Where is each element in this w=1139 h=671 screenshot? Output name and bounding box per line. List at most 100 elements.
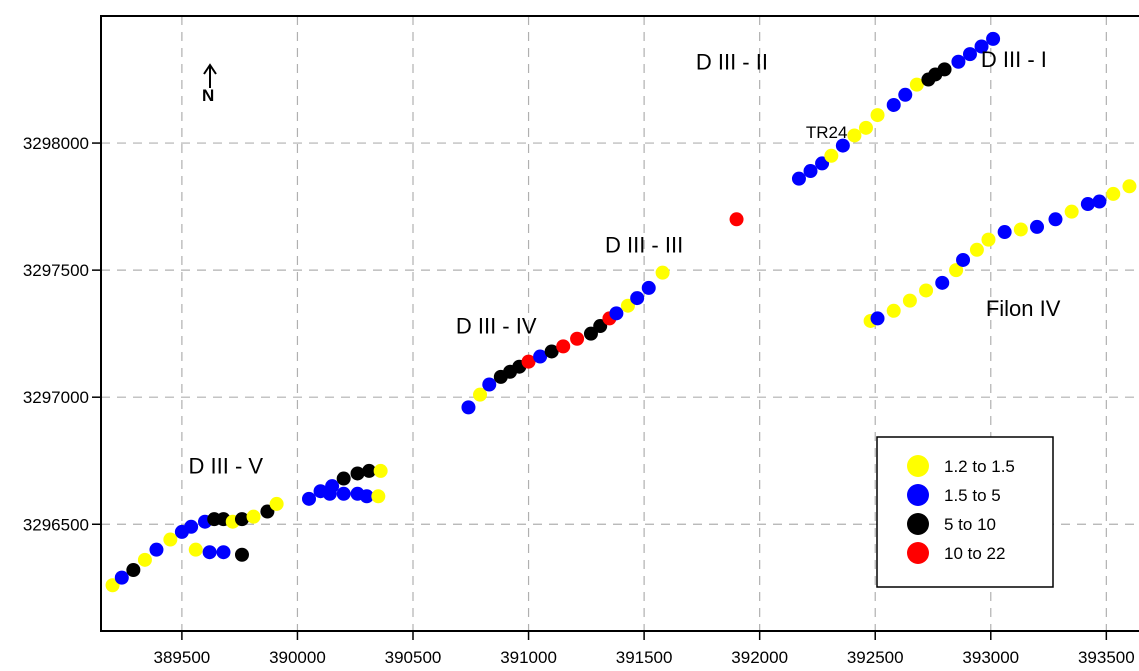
x-tick-label: 390000 xyxy=(269,648,326,667)
sample-point xyxy=(302,491,316,506)
legend: 1.2 to 1.5 1.5 to 5 5 to 10 10 to 22 xyxy=(876,436,1054,588)
legend-label: 10 to 22 xyxy=(944,544,1005,563)
zone-labels: D III - I D III - II D III - III D III - IV… xyxy=(189,47,1061,479)
north-arrow-icon xyxy=(203,63,217,88)
sample-point xyxy=(969,242,984,257)
sample-point xyxy=(1048,212,1063,227)
sample-point xyxy=(974,39,989,54)
sample-point xyxy=(373,463,388,478)
y-tick-label: 3297500 xyxy=(23,261,89,280)
sample-point xyxy=(184,519,199,534)
legend-label: 5 to 10 xyxy=(944,515,996,534)
sample-points xyxy=(105,31,1137,593)
sample-point xyxy=(473,387,488,402)
zone-label: TR24 xyxy=(806,123,848,142)
sample-point xyxy=(935,275,950,290)
zone-label: D III - IV xyxy=(456,314,537,339)
sample-point xyxy=(641,280,656,295)
sample-point xyxy=(336,486,351,501)
x-tick-label: 391000 xyxy=(500,648,557,667)
sample-point xyxy=(1092,194,1107,209)
legend-swatch xyxy=(907,484,929,506)
sample-point xyxy=(359,489,374,504)
sample-point xyxy=(533,349,548,364)
sample-point xyxy=(847,128,862,143)
sample-point xyxy=(655,265,670,280)
sample-point xyxy=(246,509,261,524)
legend-label: 1.2 to 1.5 xyxy=(944,457,1015,476)
sample-point xyxy=(593,319,608,334)
sample-point xyxy=(269,496,284,511)
sample-point xyxy=(630,291,645,306)
sample-point xyxy=(986,31,1001,46)
sample-point xyxy=(149,542,164,557)
sample-point xyxy=(202,545,217,560)
sample-point xyxy=(1013,222,1028,237)
sample-point xyxy=(870,108,885,123)
sample-point xyxy=(336,471,351,486)
sample-point xyxy=(937,62,952,77)
sample-point xyxy=(570,331,585,346)
sample-point xyxy=(791,171,806,186)
legend-swatch xyxy=(907,455,929,477)
legend-box xyxy=(876,436,1054,588)
sample-point xyxy=(544,344,559,359)
sample-point xyxy=(137,552,152,567)
sample-point xyxy=(824,148,839,163)
sample-point xyxy=(858,120,873,135)
zone-label: D III - V xyxy=(189,453,264,478)
sample-point xyxy=(981,232,996,247)
sample-point xyxy=(919,283,934,298)
x-tick-label: 390500 xyxy=(385,648,442,667)
sample-point xyxy=(886,303,901,318)
sample-point xyxy=(1122,179,1137,194)
y-tick-label: 3296500 xyxy=(23,515,89,534)
sample-point xyxy=(949,263,964,278)
legend-label: 1.5 to 5 xyxy=(944,486,1001,505)
legend-swatch xyxy=(907,542,929,564)
y-tick-label: 3297000 xyxy=(23,388,89,407)
sample-point xyxy=(234,512,249,527)
north-arrow-label: N xyxy=(202,86,214,105)
sample-point xyxy=(583,326,598,341)
sample-point xyxy=(1106,186,1121,201)
sample-point xyxy=(1030,219,1044,234)
sample-point xyxy=(835,138,850,153)
sample-point xyxy=(556,339,571,354)
sample-point xyxy=(322,486,337,501)
sample-point xyxy=(188,542,203,557)
y-tick-label: 3298000 xyxy=(23,134,89,153)
sample-point xyxy=(234,547,249,562)
axis-ticks: 389500 390000 390500 391000 391500 392000 3925… xyxy=(23,134,1135,667)
sample-point xyxy=(609,306,624,321)
sample-point xyxy=(105,578,120,593)
sample-point xyxy=(956,252,971,267)
sample-point xyxy=(729,212,744,227)
sample-point xyxy=(1064,204,1079,219)
sample-point xyxy=(371,489,386,504)
x-tick-label: 391500 xyxy=(616,648,673,667)
sample-point xyxy=(997,225,1012,240)
sample-point xyxy=(350,466,365,481)
sample-point xyxy=(1080,197,1095,212)
x-tick-label: 393500 xyxy=(1078,648,1135,667)
sample-point xyxy=(260,504,275,519)
sample-point xyxy=(962,47,977,62)
x-tick-label: 389500 xyxy=(154,648,211,667)
sample-point xyxy=(620,298,635,313)
sample-point xyxy=(886,97,901,112)
legend-swatch xyxy=(907,513,929,535)
sample-point xyxy=(870,311,885,326)
sample-point xyxy=(163,532,178,547)
sample-point xyxy=(803,164,818,179)
sample-point xyxy=(815,156,830,171)
zone-label: D III - III xyxy=(605,232,683,257)
sample-point xyxy=(521,354,536,369)
sample-point xyxy=(126,563,141,578)
x-tick-label: 392500 xyxy=(847,648,904,667)
sample-point xyxy=(461,400,476,415)
sample-point xyxy=(951,54,966,69)
sample-point xyxy=(482,377,497,392)
zone-label: Filon IV xyxy=(986,296,1061,321)
